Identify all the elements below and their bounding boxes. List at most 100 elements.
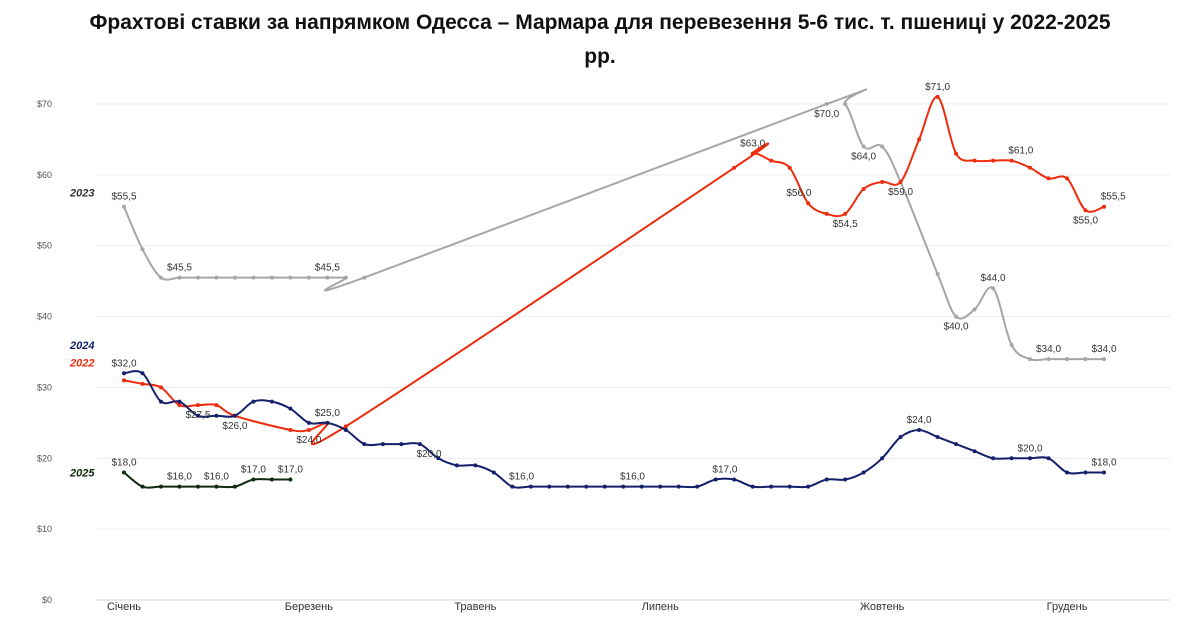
data-point [251, 399, 256, 404]
data-point [1102, 204, 1106, 209]
data-point [843, 477, 848, 482]
data-point [325, 275, 330, 280]
data-point [343, 275, 348, 280]
data-label: $56,0 [786, 188, 811, 199]
data-point [824, 477, 829, 482]
data-point [954, 314, 959, 319]
data-point [621, 484, 626, 489]
data-label: $26,0 [222, 421, 247, 432]
y-tick-label: $60 [37, 170, 52, 180]
data-point [935, 272, 940, 277]
data-point [1046, 456, 1051, 461]
y-tick-label: $0 [42, 595, 52, 605]
data-point [991, 158, 996, 163]
data-point [1102, 470, 1106, 475]
x-tick-label: Березень [285, 601, 333, 613]
data-point [1009, 342, 1014, 347]
x-tick-label: Жовтень [860, 601, 905, 613]
series-2024 [122, 370, 1106, 489]
data-point [195, 413, 200, 418]
series-line-2023 [123, 88, 1104, 362]
data-point [214, 403, 219, 408]
data-label: $24,0 [907, 415, 932, 426]
series-line-2022 [123, 95, 1105, 446]
data-point [676, 484, 681, 489]
data-point [787, 165, 792, 170]
data-point [177, 275, 182, 280]
data-label: $61,0 [1008, 146, 1033, 157]
data-point [140, 381, 145, 386]
data-point [880, 144, 885, 149]
data-label: $17,0 [712, 465, 737, 476]
data-point [824, 102, 829, 106]
series-2025 [122, 470, 293, 489]
data-point [658, 484, 663, 489]
data-point [861, 144, 866, 149]
data-label: $54,5 [833, 219, 858, 230]
data-point [713, 477, 718, 482]
data-label: $64,0 [851, 152, 876, 163]
data-point [1046, 357, 1051, 362]
series-tag-2024: 2024 [69, 340, 94, 352]
data-label: $44,0 [981, 273, 1006, 284]
data-point [732, 165, 737, 170]
data-point [122, 470, 126, 475]
data-point [306, 275, 311, 280]
series-lines [122, 88, 1106, 489]
data-point [1083, 357, 1088, 362]
x-tick-label: Травень [454, 601, 496, 613]
data-label: $16,0 [620, 472, 645, 483]
data-point [639, 484, 644, 489]
data-point [177, 484, 182, 489]
data-point [343, 424, 348, 429]
data-label: $16,0 [509, 472, 534, 483]
data-point [750, 484, 755, 489]
data-label: $34,0 [1091, 344, 1116, 355]
data-point [269, 399, 274, 404]
data-point [158, 385, 163, 390]
data-point [1083, 470, 1088, 475]
data-point [1028, 165, 1033, 170]
data-point [122, 371, 126, 376]
data-label: $18,0 [111, 457, 136, 468]
data-label: $18,0 [1091, 457, 1116, 468]
data-point [917, 137, 922, 142]
data-point [251, 275, 256, 280]
data-label: $17,0 [241, 465, 266, 476]
series-2023 [122, 88, 1106, 362]
data-label: $16,0 [167, 472, 192, 483]
y-tick-label: $10 [37, 524, 52, 534]
chart-title-line2: рр. [584, 45, 616, 68]
data-point [898, 435, 903, 440]
data-point [251, 477, 256, 482]
series-2022 [122, 94, 1106, 446]
data-point [1046, 176, 1051, 181]
data-point [880, 179, 885, 184]
data-label: $32,0 [111, 358, 136, 369]
y-tick-label: $70 [37, 99, 52, 109]
data-point [880, 456, 885, 461]
series-tag-2022: 2022 [69, 358, 94, 370]
data-point [991, 286, 996, 291]
data-point [602, 484, 607, 489]
data-label: $71,0 [925, 82, 950, 93]
y-tick-label: $30 [37, 382, 52, 392]
data-point [122, 378, 126, 383]
data-point [140, 484, 145, 489]
data-point [1083, 208, 1088, 213]
data-point [769, 484, 774, 489]
data-point [177, 399, 182, 404]
data-point [232, 484, 237, 489]
data-point [1009, 158, 1014, 163]
data-label: $25,0 [315, 408, 340, 419]
data-point [861, 470, 866, 475]
data-point [806, 201, 811, 206]
data-label: $20,0 [417, 449, 442, 460]
data-point [288, 406, 293, 411]
data-point [565, 484, 570, 489]
data-point [288, 427, 293, 432]
x-tick-label: Липень [642, 601, 680, 613]
data-label: $16,0 [204, 472, 229, 483]
data-point [195, 484, 200, 489]
